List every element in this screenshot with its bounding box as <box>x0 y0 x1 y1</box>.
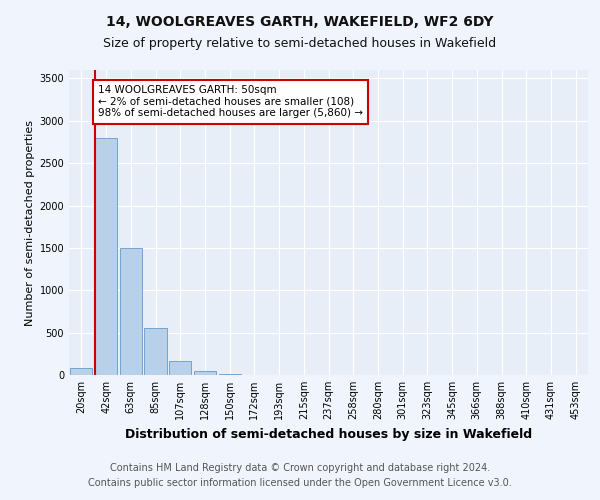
Text: Contains HM Land Registry data © Crown copyright and database right 2024.
Contai: Contains HM Land Registry data © Crown c… <box>88 462 512 487</box>
Bar <box>119 248 142 375</box>
Text: 14 WOOLGREAVES GARTH: 50sqm
← 2% of semi-detached houses are smaller (108)
98% o: 14 WOOLGREAVES GARTH: 50sqm ← 2% of semi… <box>98 85 363 118</box>
Text: 14, WOOLGREAVES GARTH, WAKEFIELD, WF2 6DY: 14, WOOLGREAVES GARTH, WAKEFIELD, WF2 6D… <box>106 15 494 29</box>
Bar <box>169 362 191 375</box>
Bar <box>95 138 117 375</box>
Text: Size of property relative to semi-detached houses in Wakefield: Size of property relative to semi-detach… <box>103 38 497 51</box>
X-axis label: Distribution of semi-detached houses by size in Wakefield: Distribution of semi-detached houses by … <box>125 428 532 440</box>
Bar <box>145 328 167 375</box>
Bar <box>218 374 241 375</box>
Y-axis label: Number of semi-detached properties: Number of semi-detached properties <box>25 120 35 326</box>
Bar <box>194 371 216 375</box>
Bar <box>70 368 92 375</box>
